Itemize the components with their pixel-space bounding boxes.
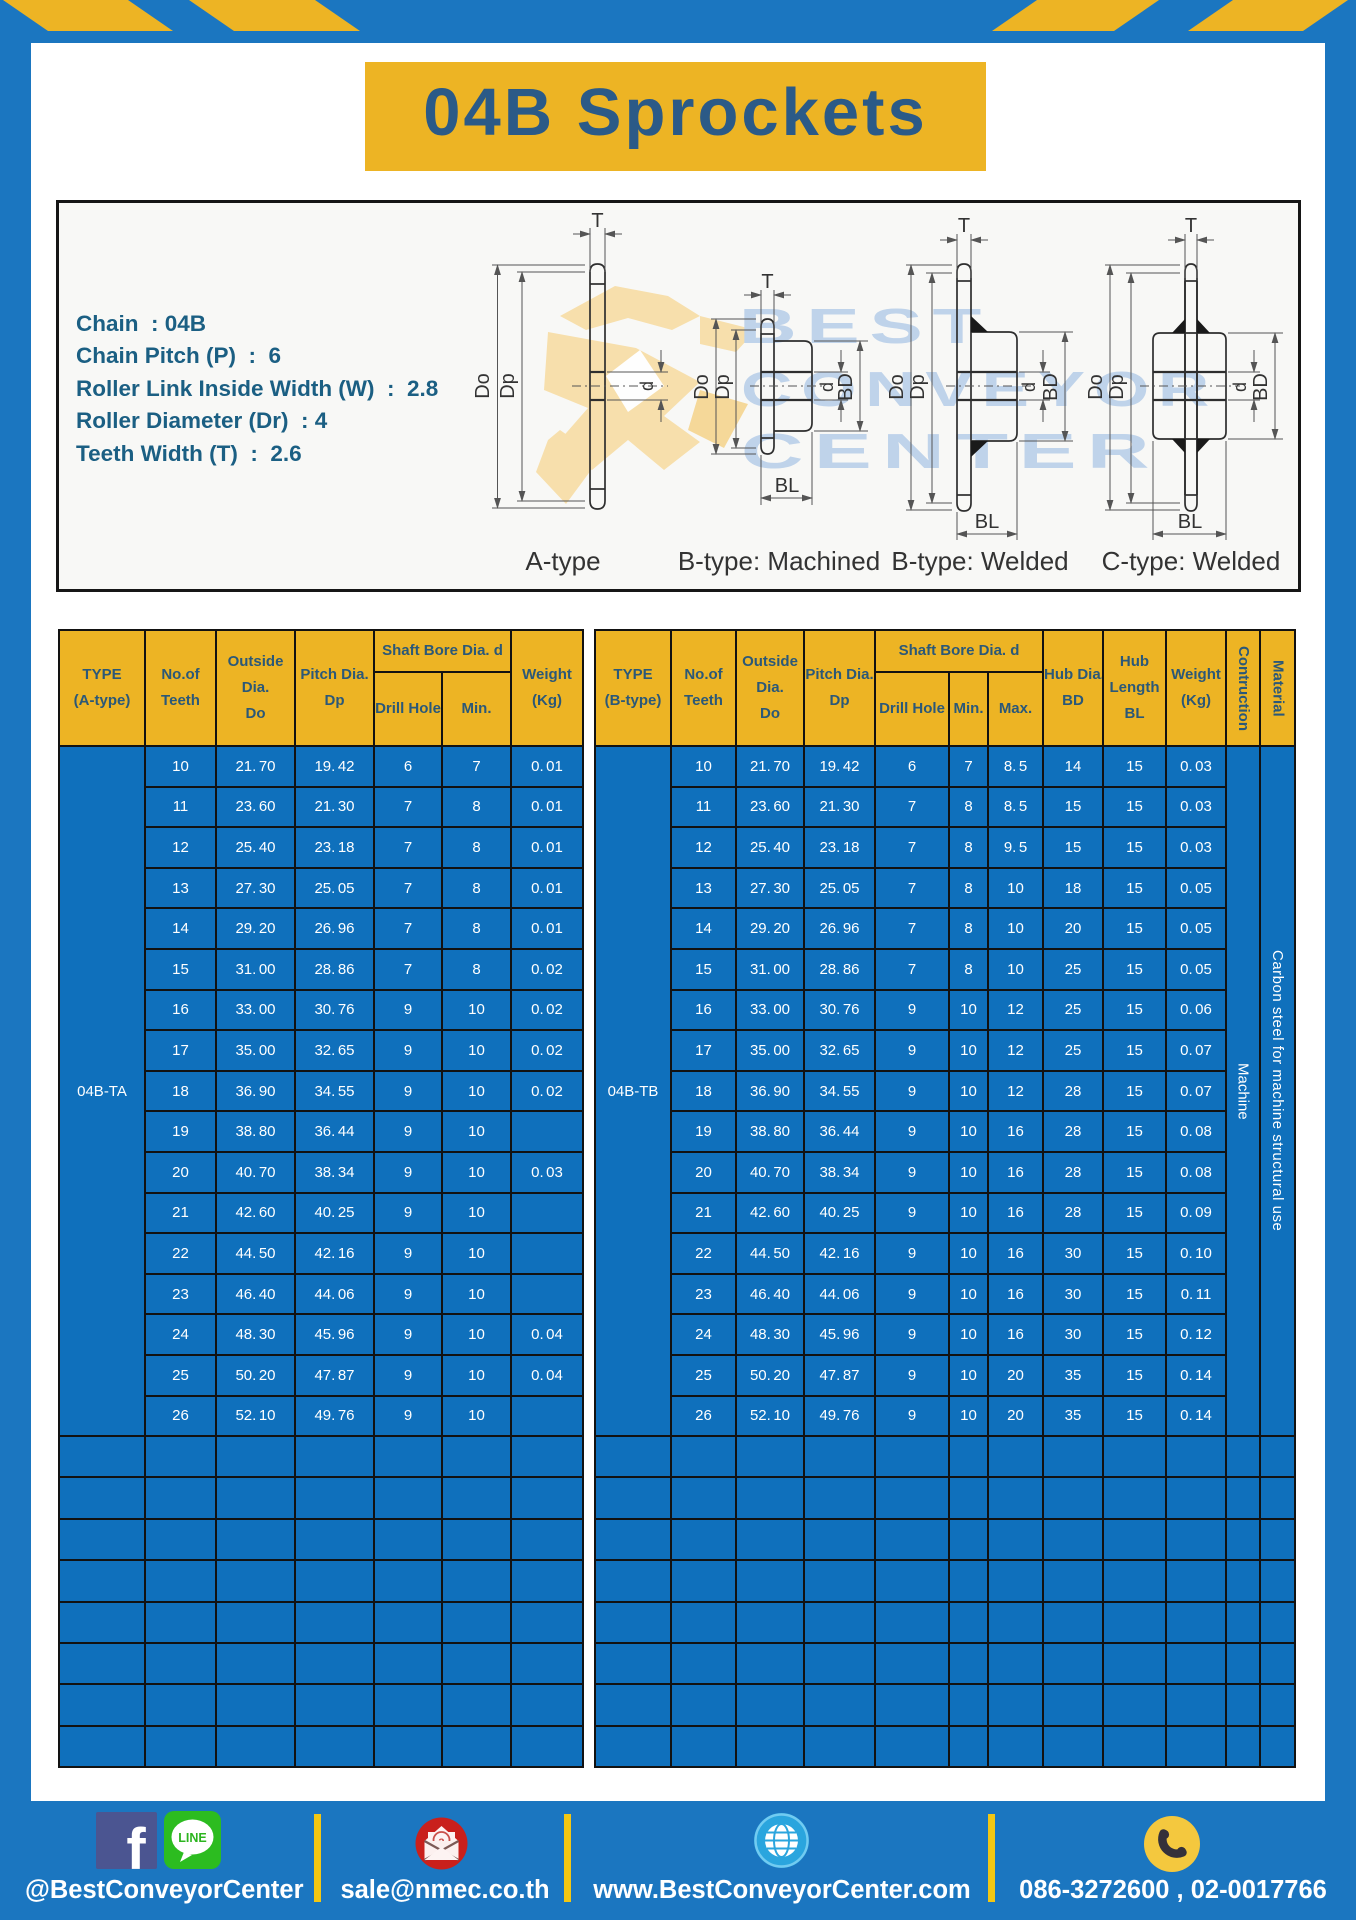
svg-text:BL: BL xyxy=(975,511,999,533)
svg-text:d: d xyxy=(1230,382,1250,392)
svg-text:Dp: Dp xyxy=(497,373,519,399)
svg-text:B-type: Machined: B-type: Machined xyxy=(678,546,880,576)
svg-text:T: T xyxy=(958,215,970,237)
svg-text:C-type: Welded: C-type: Welded xyxy=(1102,546,1281,576)
svg-text:BD: BD xyxy=(835,373,857,401)
svg-text:BEST: BEST xyxy=(739,300,991,354)
svg-text:LINE: LINE xyxy=(178,1831,206,1845)
svg-text:CENTER: CENTER xyxy=(741,425,1160,479)
svg-text:Dp: Dp xyxy=(712,374,734,400)
svg-text:BD: BD xyxy=(1250,373,1272,401)
svg-text:BL: BL xyxy=(775,475,799,497)
svg-text:BD: BD xyxy=(1040,373,1062,401)
svg-text:BL: BL xyxy=(1178,511,1202,533)
svg-text:d: d xyxy=(1019,382,1039,392)
svg-text:Do: Do xyxy=(472,373,494,399)
svg-text:d: d xyxy=(637,381,657,391)
svg-text:f: f xyxy=(126,1817,146,1869)
svg-text:Dp: Dp xyxy=(907,374,929,400)
svg-text:Do: Do xyxy=(691,374,713,400)
svg-text:Do: Do xyxy=(886,374,908,400)
svg-text:B-type: Welded: B-type: Welded xyxy=(891,546,1068,576)
svg-text:d: d xyxy=(817,382,837,392)
svg-text:T: T xyxy=(591,210,603,232)
svg-text:T: T xyxy=(761,271,773,293)
svg-text:Do: Do xyxy=(1085,374,1107,400)
svg-text:T: T xyxy=(1185,215,1197,237)
svg-text:A-type: A-type xyxy=(525,546,600,576)
svg-text:Dp: Dp xyxy=(1106,374,1128,400)
